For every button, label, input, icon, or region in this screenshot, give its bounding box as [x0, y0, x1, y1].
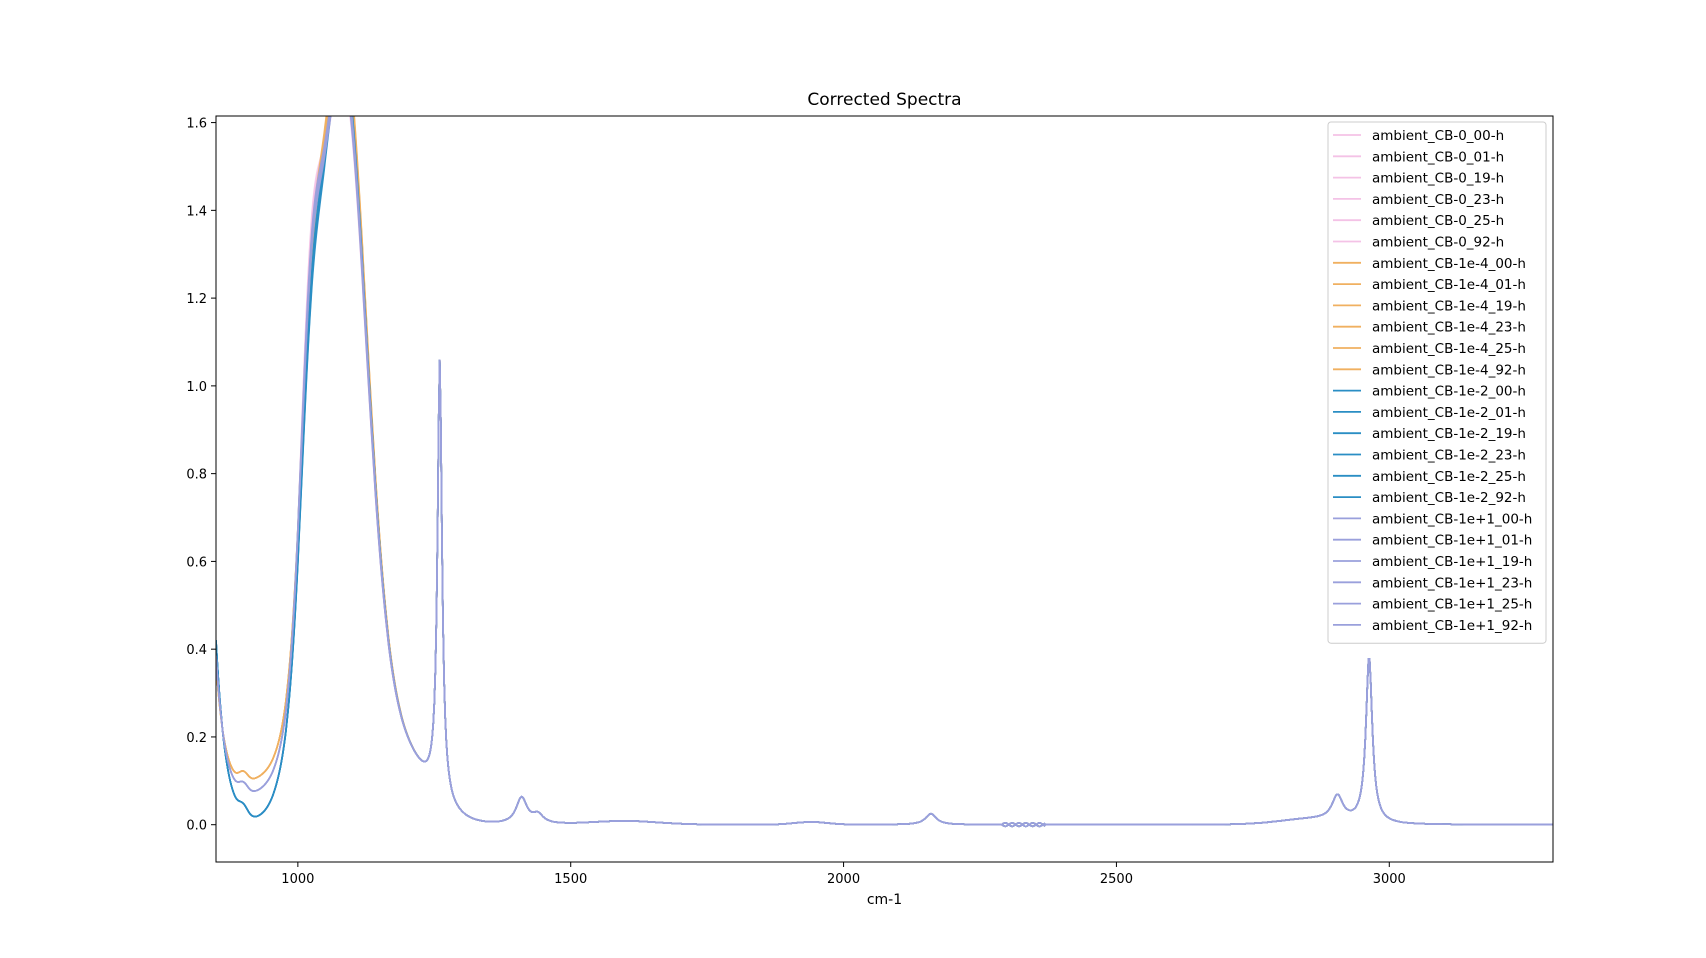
- y-tick-label: 0.4: [186, 643, 207, 658]
- legend-entry: ambient_CB-0_25-h: [1372, 213, 1504, 229]
- x-tick-label: 1500: [554, 872, 587, 887]
- legend-entry: ambient_CB-1e-4_25-h: [1372, 341, 1526, 357]
- legend-entry: ambient_CB-0_92-h: [1372, 235, 1504, 251]
- y-tick-label: 1.4: [186, 204, 207, 219]
- legend-entry: ambient_CB-0_00-h: [1372, 128, 1504, 144]
- legend-entry: ambient_CB-1e-4_00-h: [1372, 256, 1526, 272]
- y-tick-label: 0.0: [186, 819, 207, 834]
- legend-entry: ambient_CB-1e-2_25-h: [1372, 469, 1526, 485]
- legend-entry: ambient_CB-1e-2_00-h: [1372, 384, 1526, 400]
- legend-entry: ambient_CB-0_19-h: [1372, 171, 1504, 187]
- x-tick-label: 1000: [281, 872, 314, 887]
- y-tick-label: 0.2: [186, 731, 207, 746]
- legend-entry: ambient_CB-1e-2_23-h: [1372, 448, 1526, 464]
- x-tick-label: 3000: [1373, 872, 1406, 887]
- legend-entry: ambient_CB-1e-2_92-h: [1372, 490, 1526, 506]
- legend-entry: ambient_CB-1e+1_23-h: [1372, 575, 1532, 591]
- x-tick-label: 2500: [1100, 872, 1133, 887]
- y-tick-label: 1.0: [186, 380, 207, 395]
- chart-title: Corrected Spectra: [807, 90, 961, 110]
- legend-entry: ambient_CB-1e+1_01-h: [1372, 533, 1532, 549]
- legend-entry: ambient_CB-1e-2_01-h: [1372, 405, 1526, 421]
- plot-frame: [215, 115, 1554, 863]
- x-tick-label: 2000: [827, 872, 860, 887]
- legend-entry: ambient_CB-0_23-h: [1372, 192, 1504, 208]
- legend-entry: ambient_CB-1e-2_19-h: [1372, 426, 1526, 442]
- x-axis: 1000 1500 2000 2500 3000: [281, 862, 1406, 887]
- legend-entry: ambient_CB-1e+1_00-h: [1372, 511, 1532, 527]
- legend-entry: ambient_CB-1e+1_19-h: [1372, 554, 1532, 570]
- legend-box: [1327, 121, 1547, 644]
- y-tick-label: 0.6: [186, 555, 207, 570]
- legend-entry: ambient_CB-0_01-h: [1372, 149, 1504, 165]
- legend-entry: ambient_CB-1e-4_01-h: [1372, 277, 1526, 293]
- legend-entry: ambient_CB-1e-4_19-h: [1372, 298, 1526, 314]
- y-tick-label: 0.8: [186, 468, 207, 483]
- series-line: [216, 116, 1553, 828]
- x-axis-label: cm-1: [867, 892, 902, 908]
- y-tick-label: 1.6: [186, 117, 207, 132]
- legend-entry: ambient_CB-1e-4_23-h: [1372, 320, 1526, 336]
- legend-entry: ambient_CB-1e+1_25-h: [1372, 597, 1532, 613]
- series-layer: [216, 116, 1553, 828]
- legend-entry: ambient_CB-1e+1_92-h: [1372, 618, 1532, 634]
- legend-entry: ambient_CB-1e-4_92-h: [1372, 362, 1526, 378]
- y-axis: 0.0 0.2 0.4 0.6 0.8 1.0 1.2 1.4 1.6: [186, 117, 216, 834]
- y-tick-label: 1.2: [186, 292, 207, 307]
- legend: ambient_CB-0_00-h ambient_CB-0_01-hambien…: [1327, 121, 1547, 644]
